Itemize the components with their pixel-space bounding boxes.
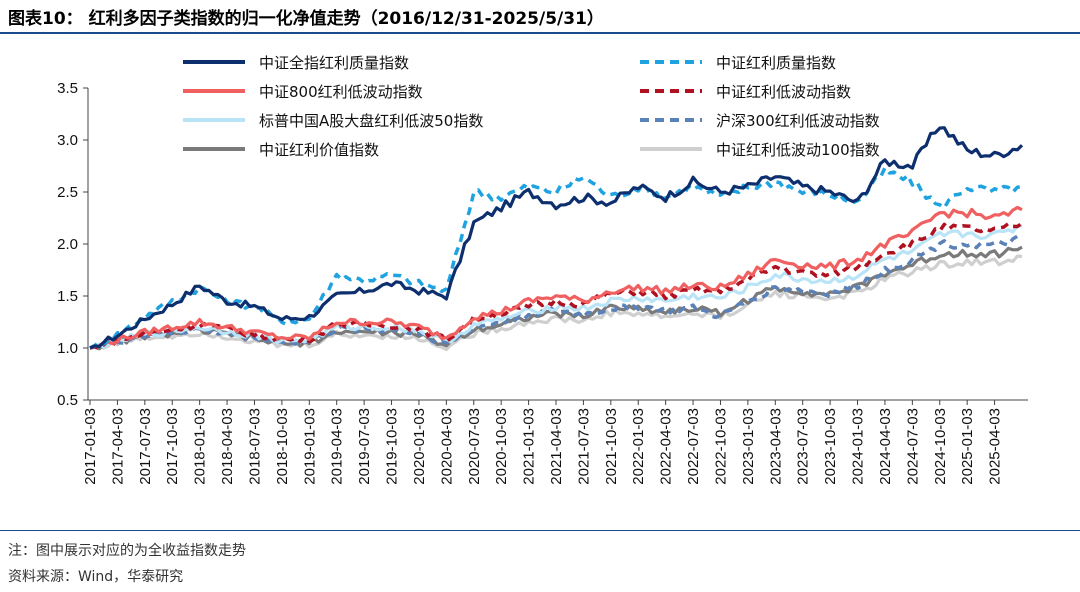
x-tick-label: 2022-07-03 <box>685 408 702 485</box>
chart-title: 图表10： 红利多因子类指数的归一化净值走势（2016/12/31-2025/5… <box>8 9 604 29</box>
series-line-8 <box>89 254 1023 352</box>
legend-label-7: 中证红利价值指数 <box>259 141 379 159</box>
x-tick-label: 2019-10-03 <box>384 408 401 485</box>
x-tick-label: 2017-10-03 <box>164 408 181 485</box>
x-tick-label: 2025-04-03 <box>987 408 1004 485</box>
x-tick-label: 2021-07-03 <box>575 408 592 485</box>
x-tick-label: 2025-01-03 <box>959 408 976 485</box>
legend-label-6: 沪深300红利低波动指数 <box>716 112 880 130</box>
x-tick-label: 2017-01-03 <box>82 408 99 485</box>
y-tick-label: 2.0 <box>57 236 78 253</box>
x-tick-label: 2017-04-03 <box>109 408 126 485</box>
series-line-4 <box>89 221 1024 351</box>
x-tick-label: 2022-04-03 <box>658 408 675 485</box>
y-tick-label: 1.0 <box>57 340 78 357</box>
x-tick-label: 2018-01-03 <box>192 408 209 485</box>
x-tick-label: 2023-01-03 <box>740 408 757 485</box>
x-tick-label: 2020-04-03 <box>438 408 455 485</box>
x-tick-label: 2024-07-03 <box>904 408 921 485</box>
x-tick-label: 2024-01-03 <box>850 408 867 485</box>
series-line-2 <box>89 166 1023 350</box>
legend-label-1: 中证全指红利质量指数 <box>259 54 409 72</box>
legend-label-4: 中证红利低波动指数 <box>716 83 851 101</box>
x-tick-label: 2024-10-03 <box>932 408 949 485</box>
chart-axes: 0.5 1.0 1.5 2.0 2.5 3.0 3.5 2017-01-03 2017-04-0… <box>57 80 1028 485</box>
x-tick-label: 2018-10-03 <box>274 408 291 485</box>
y-tick-label: 2.5 <box>57 184 78 201</box>
x-tick-label: 2021-10-03 <box>603 408 620 485</box>
x-tick-label: 2021-01-03 <box>521 408 538 485</box>
y-tick-label: 0.5 <box>57 392 78 409</box>
legend-label-2: 中证红利质量指数 <box>716 54 836 72</box>
x-tick-label: 2019-04-03 <box>329 408 346 485</box>
x-tick-label: 2023-10-03 <box>822 408 839 485</box>
x-tick-label: 2020-10-03 <box>493 408 510 485</box>
footer-divider <box>0 530 1080 531</box>
line-chart: 0.5 1.0 1.5 2.0 2.5 3.0 3.5 2017-01-03 2017-04-0… <box>57 54 1028 485</box>
x-tick-label: 2017-07-03 <box>137 408 154 485</box>
footnote: 注：图中展示对应的为全收益指数走势 <box>8 543 246 559</box>
y-tick-label: 1.5 <box>57 288 78 305</box>
y-tick-label: 3.0 <box>57 132 78 149</box>
y-tick-label: 3.5 <box>57 80 78 97</box>
x-tick-label: 2022-10-03 <box>712 408 729 485</box>
legend-label-5: 标普中国A股大盘红利低波50指数 <box>259 112 483 130</box>
title-divider <box>0 32 1080 34</box>
x-tick-label: 2019-01-03 <box>301 408 318 485</box>
x-tick-label: 2022-01-03 <box>630 408 647 485</box>
chart-series <box>89 126 1024 352</box>
series-line-1 <box>89 126 1024 350</box>
series-line-3 <box>89 205 1023 350</box>
x-tick-label: 2024-04-03 <box>877 408 894 485</box>
x-tick-label: 2020-01-03 <box>411 408 428 485</box>
series-line-6 <box>89 234 1023 350</box>
legend-label-8: 中证红利低波动100指数 <box>716 141 880 159</box>
source-note: 资料来源：Wind，华泰研究 <box>8 569 184 585</box>
x-tick-label: 2023-04-03 <box>767 408 784 485</box>
x-tick-label: 2020-07-03 <box>466 408 483 485</box>
x-tick-label: 2019-07-03 <box>356 408 373 485</box>
x-tick-label: 2023-07-03 <box>795 408 812 485</box>
legend-label-3: 中证800红利低波动指数 <box>259 83 423 101</box>
x-tick-label: 2018-04-03 <box>219 408 236 485</box>
x-tick-label: 2018-07-03 <box>246 408 263 485</box>
x-tick-label: 2021-04-03 <box>548 408 565 485</box>
